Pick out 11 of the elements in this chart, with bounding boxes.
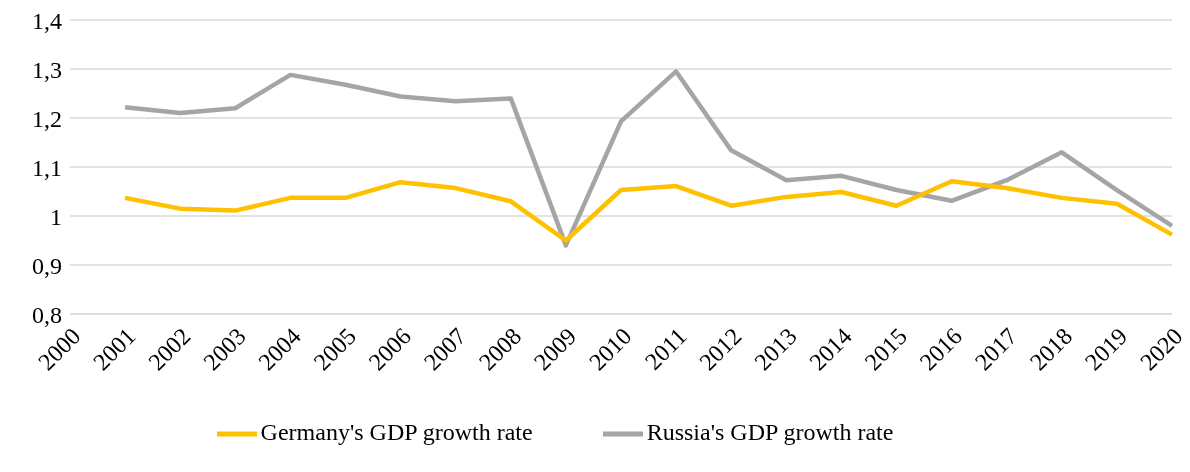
y-tick-label: 1,1: [32, 154, 62, 181]
line-series: [122, 178, 1175, 243]
y-tick-label: 0,8: [32, 301, 62, 328]
y-tick-label: 1,4: [32, 7, 62, 34]
y-tick-label: 1,3: [32, 56, 62, 83]
y-tick-label: 1: [50, 203, 62, 230]
legend-label: Russia's GDP growth rate: [646, 418, 894, 445]
legend-label: Germany's GDP growth rate: [260, 418, 533, 445]
y-tick-label: 0,9: [32, 252, 62, 279]
y-tick-label: 1,2: [32, 105, 62, 132]
line-series: [122, 69, 1175, 248]
